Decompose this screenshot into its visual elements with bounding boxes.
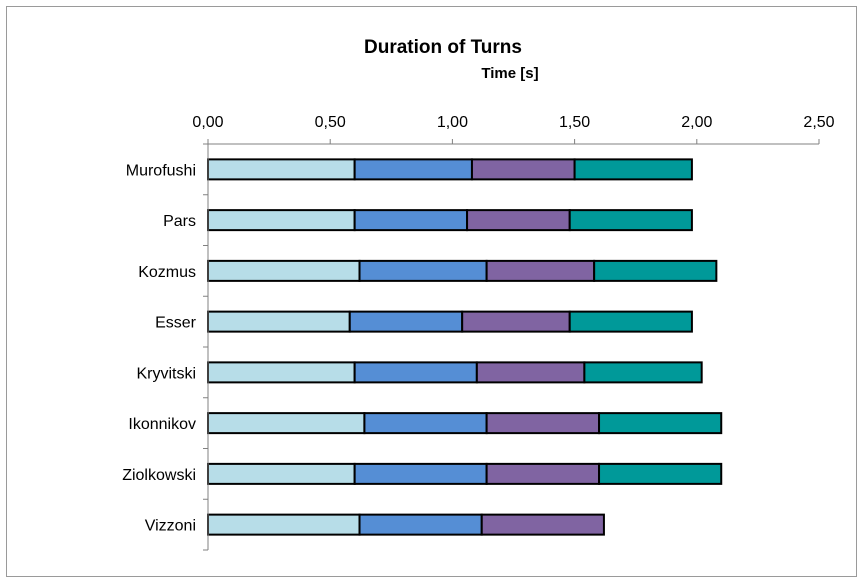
bar-segment — [485, 462, 601, 485]
category-label: Murofushi — [126, 162, 196, 179]
category-label: Ziolkowski — [122, 467, 196, 484]
bar-segment — [593, 259, 718, 282]
bar-segment — [207, 361, 356, 384]
chart-title: Duration of Turns — [364, 37, 522, 58]
bar-segment — [207, 158, 356, 181]
bar-segment — [353, 361, 478, 384]
x-axis-title: Time [s] — [481, 65, 538, 82]
bar-segment — [358, 513, 483, 536]
bar-segment — [353, 462, 488, 485]
category-label: Pars — [163, 213, 196, 230]
bar-segment — [207, 412, 366, 435]
category-label: Kryvitski — [136, 365, 196, 382]
bar-segment — [568, 209, 693, 232]
bar-segment — [466, 209, 571, 232]
bar-segment — [207, 462, 356, 485]
bar-segment — [207, 209, 356, 232]
bar-segment — [573, 158, 693, 181]
x-tick-label: 0,50 — [315, 114, 346, 131]
bar-segment — [470, 158, 576, 181]
bar-segment — [363, 412, 488, 435]
bar-segment — [568, 310, 693, 333]
bar-segment — [598, 462, 723, 485]
x-tick-label: 1,00 — [437, 114, 468, 131]
category-label: Esser — [155, 315, 197, 332]
bar-segment — [207, 310, 351, 333]
category-label: Vizzoni — [145, 518, 196, 535]
bar-segment — [348, 310, 464, 333]
bar-segment — [485, 259, 596, 282]
bar-segment — [461, 310, 571, 333]
bar-segment — [358, 259, 488, 282]
bar-segment — [207, 513, 361, 536]
bar-segment — [475, 361, 586, 384]
bar-segment — [480, 513, 605, 536]
x-tick-label: 2,00 — [681, 114, 712, 131]
category-label: Ikonnikov — [128, 416, 196, 433]
category-label: Kozmus — [138, 264, 196, 281]
x-tick-label: 2,50 — [803, 114, 834, 131]
x-tick-label: 0,00 — [192, 114, 223, 131]
bar-segment — [353, 209, 469, 232]
bar-segment — [207, 259, 361, 282]
bar-segment — [598, 412, 723, 435]
bar-segment — [353, 158, 473, 181]
bar-segment — [485, 412, 601, 435]
x-tick-label: 1,50 — [559, 114, 590, 131]
bar-segment — [583, 361, 703, 384]
